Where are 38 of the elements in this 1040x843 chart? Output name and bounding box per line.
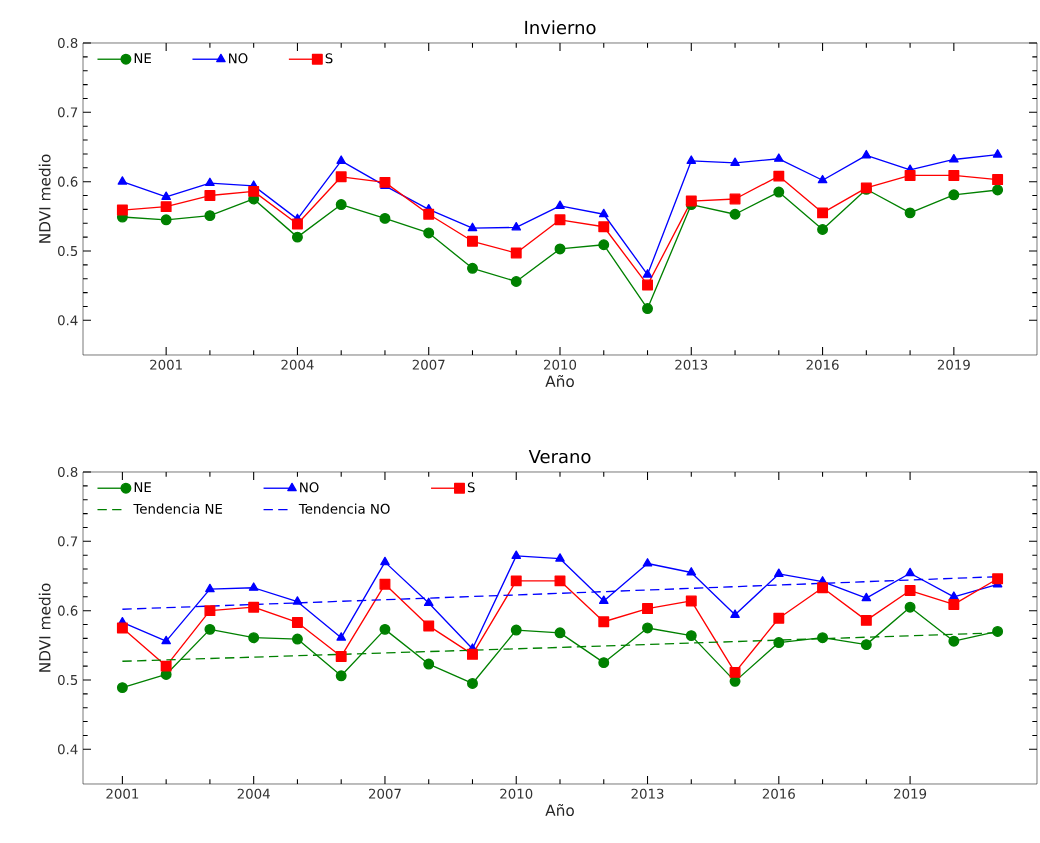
y-tick-label: 0.6 xyxy=(57,605,78,616)
y-tick-label: 0.4 xyxy=(57,315,78,326)
chart-title: Verano xyxy=(528,449,591,464)
y-axis-title: NDVI medio xyxy=(38,154,51,243)
y-tick-label: 0.6 xyxy=(57,176,78,187)
x-tick-label: 2013 xyxy=(675,359,708,370)
x-axis-title: Año xyxy=(545,374,574,388)
y-tick-label: 0.4 xyxy=(57,744,78,755)
x-tick-label: 2010 xyxy=(544,359,577,370)
legend-label: NE xyxy=(134,53,151,64)
y-tick-label: 0.8 xyxy=(57,466,78,478)
x-tick-label: 2010 xyxy=(500,788,533,799)
legend-label: S xyxy=(325,53,333,64)
legend-label: NO xyxy=(300,482,319,493)
x-tick-label: 2016 xyxy=(806,359,839,370)
x-tick-label: 2007 xyxy=(412,359,445,370)
x-tick-label: 2001 xyxy=(150,359,182,370)
y-tick-label: 0.7 xyxy=(57,107,78,118)
x-tick-label: 2016 xyxy=(762,788,795,799)
x-tick-label: 2004 xyxy=(281,359,314,370)
x-tick-label: 2019 xyxy=(937,359,970,370)
y-axis-title: NDVI medio xyxy=(38,583,51,672)
legend-label: Tendencia NE xyxy=(133,503,223,514)
legend-label: NO xyxy=(229,53,248,64)
x-tick-label: 2007 xyxy=(368,788,401,799)
x-tick-label: 2004 xyxy=(237,788,270,799)
chart-title: Invierno xyxy=(525,20,596,35)
x-tick-label: 2013 xyxy=(631,788,664,799)
legend-label: NE xyxy=(134,482,151,493)
x-axis-title: Año xyxy=(545,803,574,817)
y-tick-label: 0.5 xyxy=(57,245,78,257)
x-tick-label: 2019 xyxy=(894,788,927,799)
x-tick-label: 2001 xyxy=(106,788,139,799)
y-tick-label: 0.7 xyxy=(57,536,78,547)
legend-label: Tendencia NO xyxy=(298,503,390,514)
y-tick-label: 0.8 xyxy=(57,37,78,49)
y-tick-label: 0.5 xyxy=(57,674,78,686)
legend-label: S xyxy=(467,482,475,493)
